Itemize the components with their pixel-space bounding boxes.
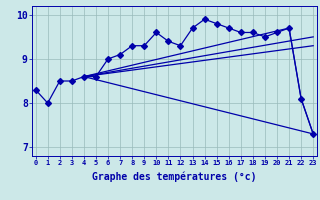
X-axis label: Graphe des températures (°c): Graphe des températures (°c): [92, 172, 257, 182]
